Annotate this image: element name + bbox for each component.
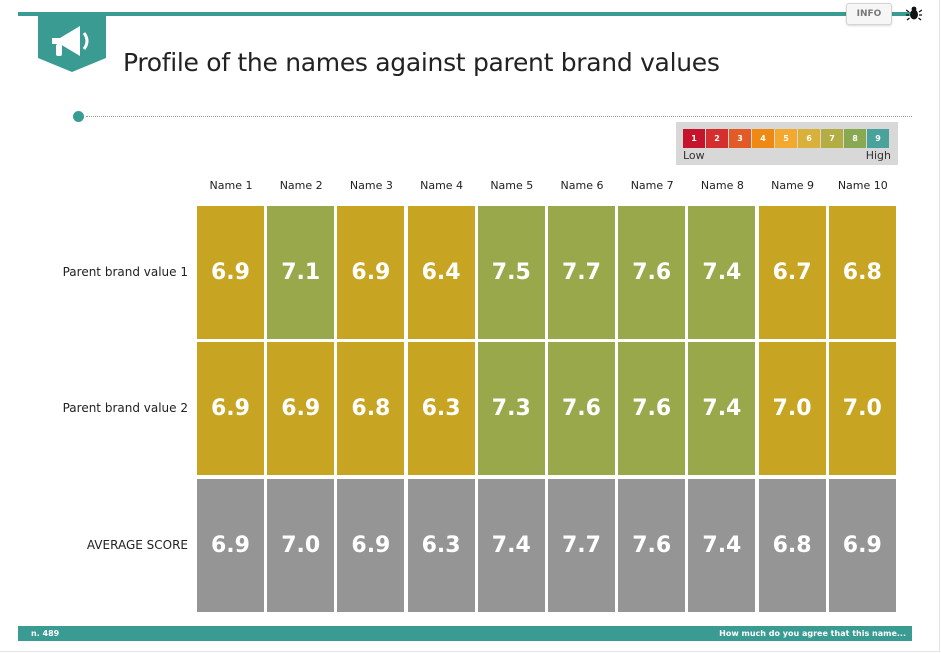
legend-swatch-4: 4 [752, 129, 774, 148]
legend-swatch-2: 2 [706, 129, 728, 148]
heatmap-cell: 7.6 [618, 479, 686, 612]
page-title: Profile of the names against parent bran… [123, 48, 720, 77]
legend-swatch-1: 1 [683, 129, 705, 148]
heatmap-cell: 6.8 [337, 342, 405, 475]
heatmap-cell: 6.8 [828, 206, 896, 339]
info-button[interactable]: INFO [846, 3, 892, 25]
heatmap-cell: 6.9 [197, 479, 264, 612]
legend-swatch-5: 5 [775, 129, 797, 148]
column-header: Name 7 [630, 179, 674, 192]
legend-high-label: High [865, 149, 891, 162]
row-label: Parent brand value 2 [62, 400, 188, 415]
heatmap-cell: 6.8 [758, 479, 826, 612]
heatmap-cell: 7.4 [688, 342, 756, 475]
heatmap-cell: 7.6 [548, 342, 615, 475]
heatmap-cell: 6.9 [828, 479, 896, 612]
heatmap-cell: 7.5 [477, 206, 545, 339]
column-header: Name 4 [420, 179, 464, 192]
heatmap-cell: 7.4 [688, 206, 756, 339]
column-header: Name 3 [349, 179, 393, 192]
heatmap-cell: 7.6 [618, 206, 686, 339]
legend-swatch-7: 7 [821, 129, 843, 148]
heatmap-cell: 6.3 [407, 479, 475, 612]
heatmap-cell: 7.0 [758, 342, 826, 475]
column-header: Name 2 [279, 179, 323, 192]
column-header: Name 8 [700, 179, 744, 192]
dotted-divider [86, 116, 912, 117]
heatmap-cell: 6.9 [197, 342, 264, 475]
heatmap-cell: 7.0 [828, 342, 896, 475]
column-header: Name 9 [771, 179, 815, 192]
heatmap-cell: 7.6 [618, 342, 686, 475]
column-header: Name 6 [560, 179, 604, 192]
heatmap-cell: 6.3 [407, 342, 475, 475]
column-header: Name 10 [837, 179, 888, 192]
heatmap-cell: 6.9 [197, 206, 264, 339]
heatmap-cell: 7.1 [267, 206, 335, 339]
heatmap-cell: 7.4 [688, 479, 756, 612]
heatmap-cell: 6.4 [407, 206, 475, 339]
footer-bar: n. 489 How much do you agree that this n… [18, 626, 912, 641]
heatmap-cell: 7.7 [548, 479, 615, 612]
survey-question: How much do you agree that this name... [719, 629, 906, 638]
legend-swatch-8: 8 [844, 129, 866, 148]
legend-swatch-6: 6 [798, 129, 820, 148]
heatmap-cell: 6.9 [337, 206, 405, 339]
column-header: Name 1 [209, 179, 253, 192]
heatmap-cell: 6.9 [267, 342, 335, 475]
heatmap-cell: 7.7 [548, 206, 615, 339]
top-accent-line [18, 12, 913, 16]
column-header: Name 5 [490, 179, 534, 192]
megaphone-badge-icon [38, 14, 106, 72]
legend-low-label: Low [683, 149, 705, 162]
sample-size: n. 489 [31, 629, 60, 638]
row-label: Parent brand value 1 [62, 264, 188, 279]
legend-swatch-9: 9 [867, 129, 889, 148]
heatmap-cell: 6.9 [337, 479, 405, 612]
heatmap-cell: 7.3 [477, 342, 545, 475]
heatmap-cell: 7.0 [267, 479, 335, 612]
heatmap-cell: 6.7 [758, 206, 826, 339]
heatmap-cell: 7.4 [477, 479, 545, 612]
timeline-dot [73, 111, 84, 122]
bug-icon[interactable] [906, 5, 922, 21]
row-label: AVERAGE SCORE [86, 537, 188, 552]
legend-swatch-3: 3 [729, 129, 751, 148]
